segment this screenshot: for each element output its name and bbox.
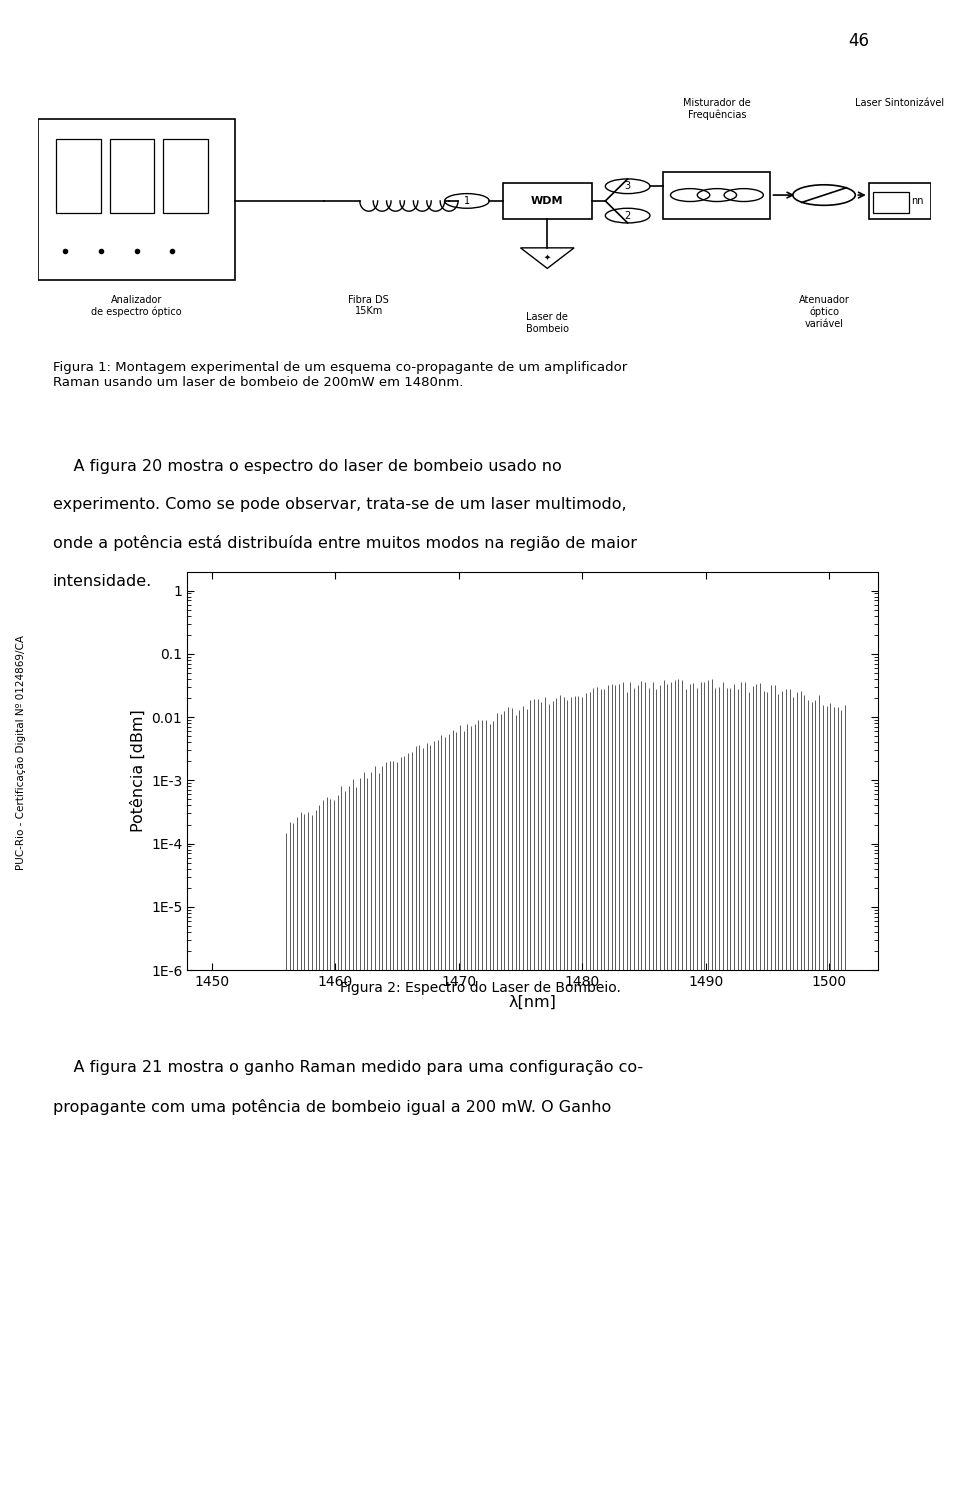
Text: Analizador
de espectro óptico: Analizador de espectro óptico [91, 295, 182, 317]
Y-axis label: Potência [dBm]: Potência [dBm] [131, 710, 145, 832]
Text: 2: 2 [625, 211, 631, 221]
Polygon shape [520, 248, 574, 268]
Text: Misturador de
Frequências: Misturador de Frequências [684, 98, 751, 120]
Bar [874, 193, 909, 212]
Text: Laser Sintonizável: Laser Sintonizável [855, 98, 945, 108]
Bar [109, 140, 155, 212]
Text: A figura 20 mostra o espectro do laser de bombeio usado no: A figura 20 mostra o espectro do laser d… [53, 459, 562, 474]
Text: Atenuador
óptico
variável: Atenuador óptico variável [799, 295, 850, 328]
Bar [503, 183, 592, 218]
Text: Laser de
Bombeio: Laser de Bombeio [526, 313, 568, 334]
Bar [163, 140, 208, 212]
Text: 46: 46 [849, 32, 870, 50]
Text: nn: nn [912, 196, 924, 206]
Text: Figura 2: Espectro do Laser de Bombeio.: Figura 2: Espectro do Laser de Bombeio. [340, 981, 620, 994]
Text: experimento. Como se pode observar, trata-se de um laser multimodo,: experimento. Como se pode observar, trat… [53, 496, 627, 511]
Text: ✦: ✦ [543, 253, 551, 262]
Text: propagante com uma potência de bombeio igual a 200 mW. O Ganho: propagante com uma potência de bombeio i… [53, 1098, 612, 1114]
X-axis label: λ[nm]: λ[nm] [509, 994, 557, 1009]
Text: A figura 21 mostra o ganho Raman medido para uma configuração co-: A figura 21 mostra o ganho Raman medido … [53, 1060, 643, 1075]
Text: 1: 1 [464, 196, 470, 206]
Text: Figura 1: Montagem experimental de um esquema co-propagante de um amplificador
R: Figura 1: Montagem experimental de um es… [53, 361, 627, 390]
Bar [663, 171, 771, 218]
Bar [57, 140, 101, 212]
Text: intensidade.: intensidade. [53, 575, 152, 588]
Text: 3: 3 [625, 182, 631, 191]
Text: onde a potência está distribuída entre muitos modos na região de maior: onde a potência está distribuída entre m… [53, 535, 636, 552]
Text: Fibra DS
15Km: Fibra DS 15Km [348, 295, 389, 316]
Text: PUC-Rio - Certificação Digital Nº 0124869/CA: PUC-Rio - Certificação Digital Nº 012486… [16, 635, 26, 869]
Text: WDM: WDM [531, 196, 564, 206]
Bar [869, 183, 931, 218]
Bar [38, 119, 235, 280]
